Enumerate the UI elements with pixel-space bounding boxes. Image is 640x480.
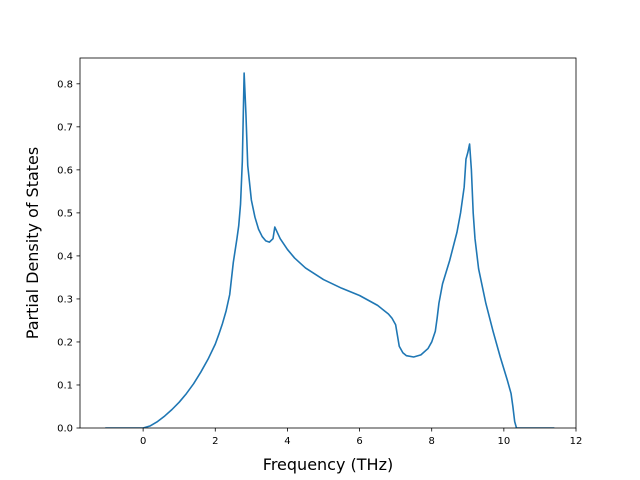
series-line-0 xyxy=(105,72,555,428)
x-tick-label: 8 xyxy=(429,436,435,447)
x-tick-label: 10 xyxy=(497,436,510,447)
y-tick-label: 0.0 xyxy=(57,424,73,435)
y-tick-label: 0.8 xyxy=(57,79,73,90)
x-tick-label: 2 xyxy=(212,436,218,447)
x-tick-label: 0 xyxy=(140,436,146,447)
y-tick-label: 0.3 xyxy=(57,294,73,305)
y-axis-label: Partial Density of States xyxy=(23,147,42,339)
y-tick-label: 0.5 xyxy=(57,208,73,219)
y-tick-label: 0.1 xyxy=(57,380,73,391)
plot-area xyxy=(79,57,577,429)
y-tick-label: 0.2 xyxy=(57,337,73,348)
x-tick-label: 4 xyxy=(284,436,290,447)
y-tick-label: 0.6 xyxy=(57,165,73,176)
axes-frame xyxy=(79,57,577,429)
x-axis: 0 2 4 6 8 10 12 xyxy=(140,428,582,447)
y-tick-label: 0.4 xyxy=(57,251,73,262)
x-tick-label: 6 xyxy=(356,436,362,447)
y-tick-label: 0.7 xyxy=(57,122,73,133)
x-tick-label: 12 xyxy=(570,436,583,447)
x-axis-label: Frequency (THz) xyxy=(263,455,393,474)
y-axis: 0.0 0.1 0.2 0.3 0.4 0.5 0.6 0.7 0.8 xyxy=(57,79,80,435)
